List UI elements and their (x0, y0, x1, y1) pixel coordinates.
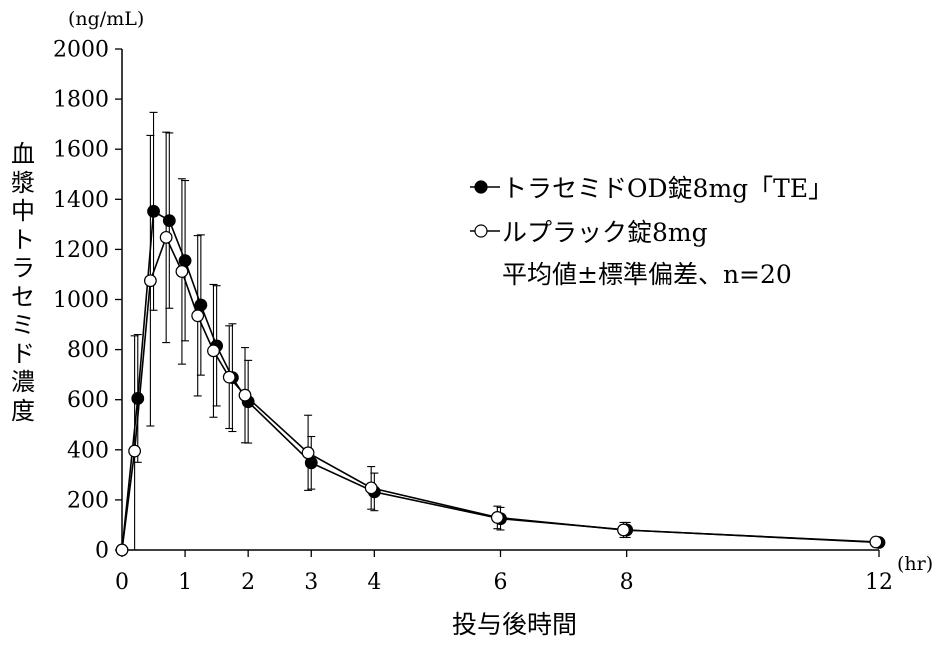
x-tick-label: 0 (115, 570, 129, 595)
y-axis-label-char: ト (11, 225, 35, 254)
y-tick-label: 1200 (53, 238, 109, 263)
x-tick-label: 12 (865, 570, 893, 595)
x-tick-label: 8 (620, 570, 634, 595)
data-point (159, 230, 173, 244)
y-tick-label: 1800 (53, 88, 109, 113)
y-tick-label: 200 (67, 488, 109, 513)
y-tick-label: 600 (67, 388, 109, 413)
data-point (490, 511, 504, 524)
data-point (191, 309, 205, 323)
y-tick-label: 800 (67, 338, 109, 363)
x-tick-label: 3 (304, 570, 318, 595)
y-tick-label: 1400 (53, 188, 109, 213)
y-axis-label-char: 濃 (11, 368, 35, 396)
filled-circle-marker-icon (470, 180, 500, 194)
x-axis-label: 投与後時間 (452, 610, 578, 639)
series-1 (115, 131, 883, 557)
y-axis-label-char: 血 (11, 140, 35, 168)
data-point (207, 344, 220, 358)
y-axis-label-char: ラ (11, 254, 35, 282)
data-point (301, 446, 315, 460)
data-point (115, 543, 129, 557)
y-axis-label-char: 度 (11, 396, 35, 425)
y-axis-label-char: セ (11, 282, 35, 311)
x-axis-unit: (hr) (897, 553, 934, 575)
y-axis-unit: (ng/mL) (68, 8, 145, 30)
data-point (162, 214, 176, 227)
data-point (175, 265, 189, 278)
y-axis-label-char: ミ (11, 311, 35, 339)
x-tick-label: 2 (241, 570, 255, 595)
data-point (178, 254, 192, 268)
data-point (238, 388, 252, 402)
open-circle-marker-icon (470, 224, 500, 238)
y-tick-label: 2000 (53, 38, 109, 63)
data-point (131, 392, 145, 405)
legend-item-lup: ルプラック錠8mg (468, 209, 833, 253)
legend-label-lup: ルプラック錠8mg (502, 218, 708, 247)
y-tick-label: 400 (67, 438, 109, 463)
y-tick-label: 1600 (53, 138, 109, 163)
data-point (617, 523, 630, 537)
data-point (222, 370, 236, 384)
data-point (143, 274, 157, 288)
legend-item-od: トラセミドOD錠8mg「TE」 (468, 165, 833, 209)
data-point (869, 535, 883, 549)
series-layer (115, 111, 886, 557)
data-point (147, 204, 160, 218)
legend: トラセミドOD錠8mg「TE」 ルプラック錠8mg 平均値±標準偏差、n=20 (468, 165, 833, 297)
legend-note: 平均値±標準偏差、n=20 (502, 260, 792, 289)
data-point (364, 481, 378, 495)
x-tick-label: 4 (367, 570, 381, 595)
y-tick-label: 0 (95, 539, 109, 564)
y-axis-label-char: 中 (11, 197, 35, 225)
legend-label-od: トラセミドOD錠8mg「TE」 (502, 174, 834, 203)
y-tick-label: 1000 (53, 288, 109, 313)
y-axis-label-char: 漿 (11, 168, 35, 197)
series-line (121, 235, 876, 551)
data-point (128, 444, 142, 458)
x-tick-label: 1 (178, 570, 192, 595)
y-axis-label: 血漿中トラセミド濃度 (6, 140, 40, 425)
data-point (194, 298, 208, 312)
x-tick-label: 6 (494, 570, 508, 595)
y-axis-label-char: ド (11, 339, 35, 368)
